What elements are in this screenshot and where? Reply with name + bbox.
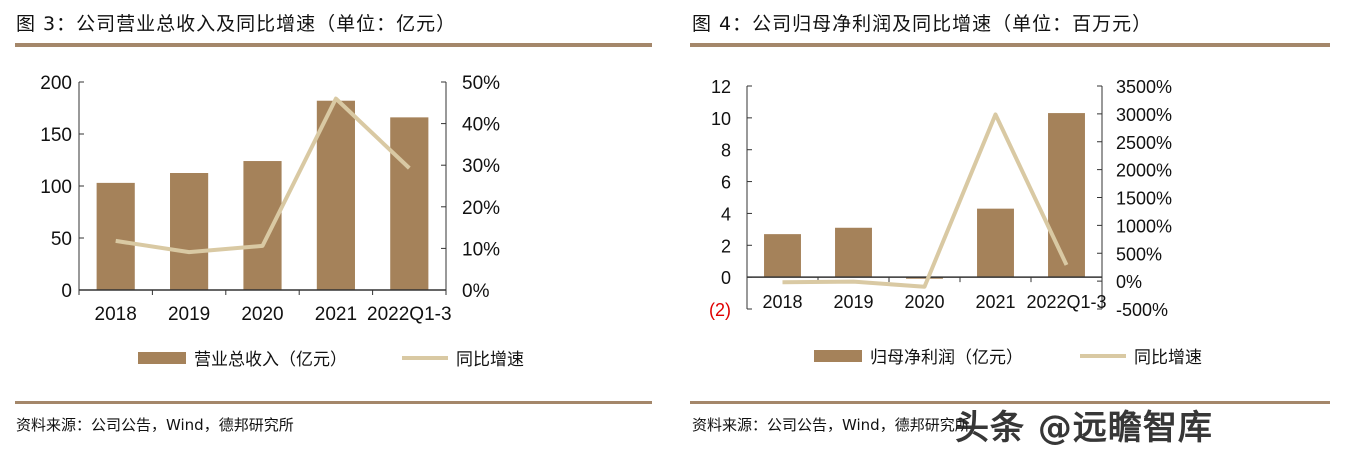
chart3-bar-2020 <box>243 161 281 290</box>
chart4-category-label: 2020 <box>904 292 944 312</box>
chart3-bar-2018 <box>97 183 135 290</box>
chart3-right-tick-label: 50% <box>462 73 500 94</box>
chart4-left-tick-label: 8 <box>721 141 731 161</box>
chart3-left-tick-label: 100 <box>40 177 72 198</box>
chart3-left-tick-label: 0 <box>61 281 72 302</box>
chart4-growth-line <box>783 114 1067 286</box>
chart4-legend-line-label: 同比增速 <box>1134 348 1202 367</box>
chart3-left-tick-label: 200 <box>40 73 72 94</box>
chart4-right-tick-label: 3000% <box>1116 105 1172 125</box>
chart3-legend-bar-label: 营业总收入（亿元） <box>194 350 347 369</box>
chart3-right-tick-label: 0% <box>462 281 490 302</box>
chart4-bar-2018 <box>764 234 801 277</box>
chart3-legend-line-label: 同比增速 <box>456 350 524 369</box>
chart3-category-label: 2018 <box>95 304 137 325</box>
chart4-category-label: 2022Q1-3 <box>1026 292 1106 312</box>
chart3-bar-2022Q1-3 <box>390 117 428 290</box>
chart4-right-tick-label: 2000% <box>1116 161 1172 181</box>
chart3-right-tick-label: 40% <box>462 115 500 136</box>
chart4-left-tick-label: 0 <box>721 268 731 288</box>
chart4-bar-2019 <box>835 228 872 277</box>
chart4-left-tick-label: 12 <box>711 77 731 97</box>
chart3-right-tick-label: 30% <box>462 156 500 177</box>
chart3-right-tick-label: 10% <box>462 239 500 260</box>
chart4-right-tick-label: -500% <box>1116 300 1168 320</box>
chart4-legend-bar-swatch <box>814 350 862 362</box>
chart4-left-tick-label: 2 <box>721 236 731 256</box>
chart4-right-tick-label: 500% <box>1116 244 1162 264</box>
chart4-right-tick-label: 3500% <box>1116 77 1172 97</box>
chart4-left-tick-label: 4 <box>721 204 731 224</box>
chart4-right-tick-label: 2500% <box>1116 133 1172 153</box>
chart3-category-label: 2022Q1-3 <box>367 304 452 325</box>
chart3-category-label: 2019 <box>168 304 210 325</box>
chart4-right-tick-label: 0% <box>1116 272 1142 292</box>
chart4-left-tick-label: (2) <box>709 300 731 320</box>
chart3-category-label: 2020 <box>241 304 283 325</box>
chart4-left-tick-label: 6 <box>721 173 731 193</box>
chart4-right-tick-label: 1500% <box>1116 189 1172 209</box>
chart3-legend-bar-swatch <box>138 352 186 364</box>
chart4-legend-bar-label: 归母净利润（亿元） <box>870 348 1023 367</box>
chart3-category-label: 2021 <box>315 304 357 325</box>
chart3-left-tick-label: 50 <box>51 229 72 250</box>
chart3-bar-2019 <box>170 173 208 290</box>
chart4-left-tick-label: 10 <box>711 109 731 129</box>
chart4-category-label: 2018 <box>762 292 802 312</box>
chart4-bar-2022Q1-3 <box>1048 113 1085 277</box>
chart4-right-tick-label: 1000% <box>1116 216 1172 236</box>
chart4-category-label: 2021 <box>975 292 1015 312</box>
chart3-left-tick-label: 150 <box>40 125 72 146</box>
chart3-right-tick-label: 20% <box>462 198 500 219</box>
chart4-bar-2021 <box>977 209 1014 277</box>
chart4-category-label: 2019 <box>833 292 873 312</box>
